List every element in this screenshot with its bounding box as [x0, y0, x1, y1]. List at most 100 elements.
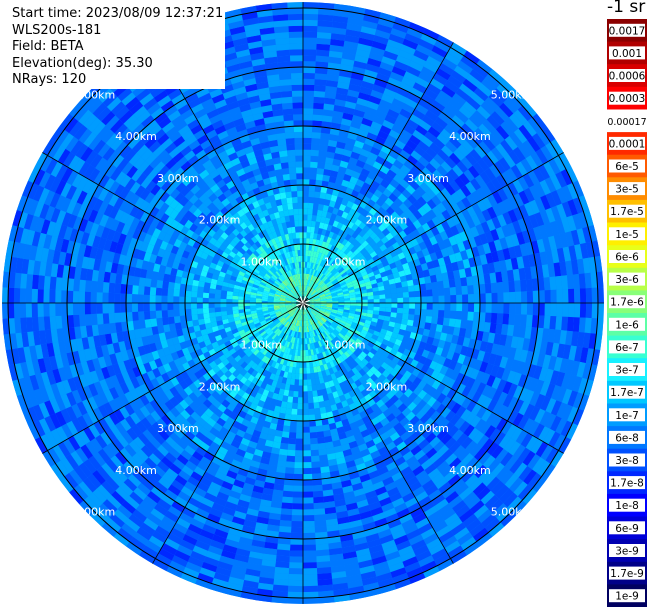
gate-cell [162, 317, 169, 326]
gate-cell [342, 290, 350, 295]
gate-cell [460, 375, 471, 386]
gate-cell [276, 424, 284, 432]
gate-cell [520, 158, 533, 174]
gate-cell [472, 431, 485, 445]
gate-cell [505, 423, 518, 438]
gate-cell [496, 83, 512, 99]
gate-cell [306, 307, 312, 312]
gate-cell [338, 243, 345, 251]
gate-cell [365, 362, 374, 370]
gate-cell [303, 143, 312, 150]
gate-cell [355, 273, 363, 279]
gate-cell [306, 226, 311, 233]
gate-cell [518, 401, 530, 416]
gate-cell [536, 460, 551, 477]
gate-cell [332, 246, 339, 254]
gate-cell [489, 428, 501, 442]
gate-cell [438, 288, 445, 296]
gate-cell [363, 14, 380, 24]
gate-cell [362, 348, 370, 355]
gate-cell [369, 348, 378, 355]
gate-cell [431, 472, 445, 485]
gate-cell [232, 303, 239, 307]
gate-cell [328, 273, 334, 280]
gate-cell [341, 231, 348, 239]
gate-cell [456, 336, 465, 346]
gate-cell [549, 221, 560, 236]
gate-cell [549, 316, 557, 330]
gate-cell [539, 179, 551, 195]
gate-cell [390, 228, 399, 238]
gate-cell [313, 257, 318, 264]
gate-cell [294, 379, 299, 386]
gate-cell [303, 420, 310, 427]
gate-cell [287, 449, 296, 457]
gate-cell [384, 399, 394, 409]
gate-cell [556, 203, 567, 220]
gate-cell [364, 335, 372, 342]
gate-cell [342, 46, 357, 55]
gate-cell [349, 77, 363, 87]
gate-cell [388, 129, 401, 140]
gate-cell [370, 224, 379, 233]
gate-cell [355, 371, 363, 380]
gate-cell [303, 597, 319, 604]
gate-cell [325, 85, 338, 94]
gate-cell [421, 167, 433, 178]
gate-cell [335, 273, 342, 279]
gate-cell [516, 256, 525, 269]
gate-cell [322, 314, 329, 320]
gate-cell [315, 278, 321, 284]
gate-cell [520, 279, 527, 292]
gate-cell [414, 449, 426, 461]
gate-cell [403, 388, 413, 398]
gate-cell [362, 225, 371, 233]
gate-cell [378, 290, 386, 295]
gate-cell [326, 304, 333, 307]
gate-cell [373, 330, 381, 337]
gate-cell [341, 353, 348, 361]
gate-cell [501, 368, 511, 382]
gate-cell [143, 294, 150, 303]
gate-cell [547, 263, 556, 278]
gate-cell [355, 159, 366, 169]
gate-cell [461, 397, 472, 409]
gate-cell [343, 307, 350, 311]
gate-cell [312, 203, 319, 210]
gate-cell [325, 336, 331, 343]
gate-cell [185, 290, 192, 298]
gate-cell [481, 263, 490, 275]
gate-cell [226, 299, 233, 303]
gate-cell [443, 341, 452, 351]
gate-cell [466, 518, 482, 533]
gate-cell [490, 312, 498, 324]
gate-cell [315, 221, 321, 228]
gate-cell [570, 360, 580, 377]
gate-cell [347, 270, 355, 277]
gate-cell [368, 52, 384, 62]
gate-cell [495, 323, 503, 335]
gate-cell [411, 229, 421, 239]
gate-cell [347, 221, 355, 229]
gate-cell [303, 185, 310, 192]
gate-cell [362, 143, 373, 153]
gate-cell [320, 274, 326, 281]
gate-cell [319, 192, 327, 200]
gate-cell [320, 304, 327, 307]
gate-cell [294, 462, 303, 469]
gate-cell [576, 361, 586, 378]
gate-cell [468, 294, 475, 303]
gate-cell [384, 311, 391, 317]
gate-cell [470, 415, 482, 428]
gate-cell [362, 365, 370, 374]
gate-cell [317, 252, 322, 259]
gate-cell [453, 445, 466, 458]
gate-cell [325, 309, 332, 313]
gate-cell [366, 313, 373, 318]
gate-cell [361, 80, 375, 90]
gate-cell [332, 239, 339, 247]
gate-cell [427, 209, 437, 220]
gate-cell [232, 295, 239, 300]
gate-cell [543, 277, 551, 291]
gate-cell [372, 287, 379, 292]
